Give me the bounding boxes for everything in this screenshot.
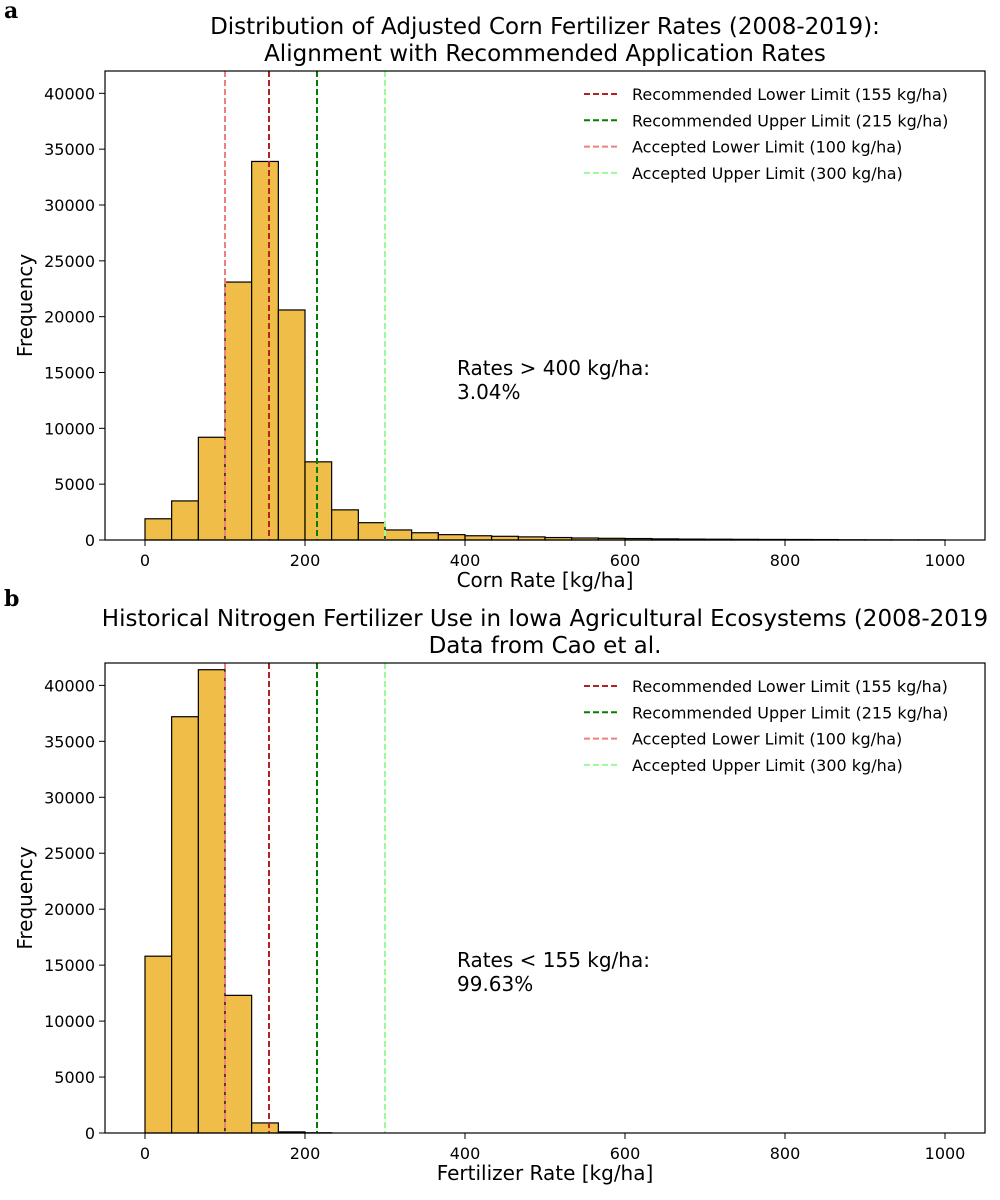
x-tick-label: 200 [290,1144,321,1163]
chart-panel-b: b Historical Nitrogen Fertilizer Use in I… [4,586,988,1185]
chart-title-line: Distribution of Adjusted Corn Fertilizer… [210,14,880,40]
histogram-bar [171,716,199,1134]
y-tick-label: 5000 [54,1068,95,1087]
histogram-bar [437,534,466,541]
y-tick-label: 40000 [44,84,95,103]
annotation-text: 99.63% [457,972,533,996]
y-tick-label: 40000 [44,676,95,695]
histogram-bar [197,669,226,1134]
plot-frame [104,662,986,1134]
plot-frame [104,70,986,541]
y-tick-label: 20000 [44,308,95,327]
y-tick-label: 30000 [44,788,95,807]
x-tick-label: 400 [450,1144,481,1163]
y-tick-label: 35000 [44,732,95,751]
x-tick-label: 800 [770,1144,801,1163]
legend: Recommended Lower Limit (155 kg/ha) Recom… [584,85,948,183]
x-axis-label: Fertilizer Rate [kg/ha] [437,1161,654,1185]
x-axis-label: Corn Rate [kg/ha] [457,568,634,592]
x-tick-label: 200 [290,551,321,570]
chart-title-line: Alignment with Recommended Application R… [264,41,826,67]
histogram-bar [411,532,439,541]
chart-panel-a: a Distribution of Adjusted Corn Fertilize… [4,0,986,592]
y-tick-label: 0 [85,1124,95,1143]
y-tick-label: 15000 [44,364,95,383]
histogram-bar [331,509,359,541]
y-tick-label: 25000 [44,252,95,271]
histogram-bar [224,281,253,541]
y-tick-label: 30000 [44,196,95,215]
x-tick-label: 400 [450,551,481,570]
annotation-text: Rates > 400 kg/ha: [457,356,650,380]
x-tick-label: 0 [140,551,150,570]
y-tick-label: 25000 [44,844,95,863]
legend-label: Accepted Upper Limit (300 kg/ha) [632,756,903,775]
y-tick-label: 10000 [44,1012,95,1031]
y-tick-label: 0 [85,531,95,550]
y-tick-label: 10000 [44,419,95,438]
y-axis-label: Frequency [13,254,37,357]
legend-label: Accepted Upper Limit (300 kg/ha) [632,164,903,183]
y-axis-label: Frequency [13,846,37,949]
chart-title-line: Historical Nitrogen Fertilizer Use in Io… [102,606,988,632]
legend-label: Recommended Upper Limit (215 kg/ha) [632,111,948,130]
histogram-bar [251,160,279,541]
chart-title-line: Data from Cao et al. [429,633,662,659]
histogram-bar [304,461,333,541]
y-tick-label: 20000 [44,900,95,919]
x-tick-label: 600 [610,551,641,570]
legend-label: Recommended Upper Limit (215 kg/ha) [632,703,948,722]
x-tick-label: 800 [770,551,801,570]
histogram-bar [384,529,413,541]
histogram-bar [251,1122,279,1134]
annotation-text: 3.04% [457,380,521,404]
legend-label: Recommended Lower Limit (155 kg/ha) [632,677,948,696]
legend-label: Recommended Lower Limit (155 kg/ha) [632,85,948,104]
legend-label: Accepted Lower Limit (100 kg/ha) [632,730,902,749]
histogram-bar [144,955,173,1134]
legend-label: Accepted Lower Limit (100 kg/ha) [632,138,902,157]
x-tick-label: 600 [610,1144,641,1163]
y-tick-label: 5000 [54,475,95,494]
x-tick-label: 1000 [925,551,966,570]
x-tick-label: 0 [140,1144,150,1163]
panel-label: a [4,0,18,24]
annotation-text: Rates < 155 kg/ha: [457,948,650,972]
histogram-bar [197,436,226,541]
panel-label: b [4,586,19,612]
histogram-bar [464,535,493,541]
histogram-bar [171,500,199,541]
histogram-bar [224,994,253,1134]
x-tick-label: 1000 [925,1144,966,1163]
y-tick-label: 35000 [44,140,95,159]
histogram-bar [144,518,173,541]
histogram-bar [357,522,386,541]
histogram-bar [277,309,306,541]
y-tick-label: 15000 [44,956,95,975]
legend: Recommended Lower Limit (155 kg/ha) Recom… [584,677,948,775]
